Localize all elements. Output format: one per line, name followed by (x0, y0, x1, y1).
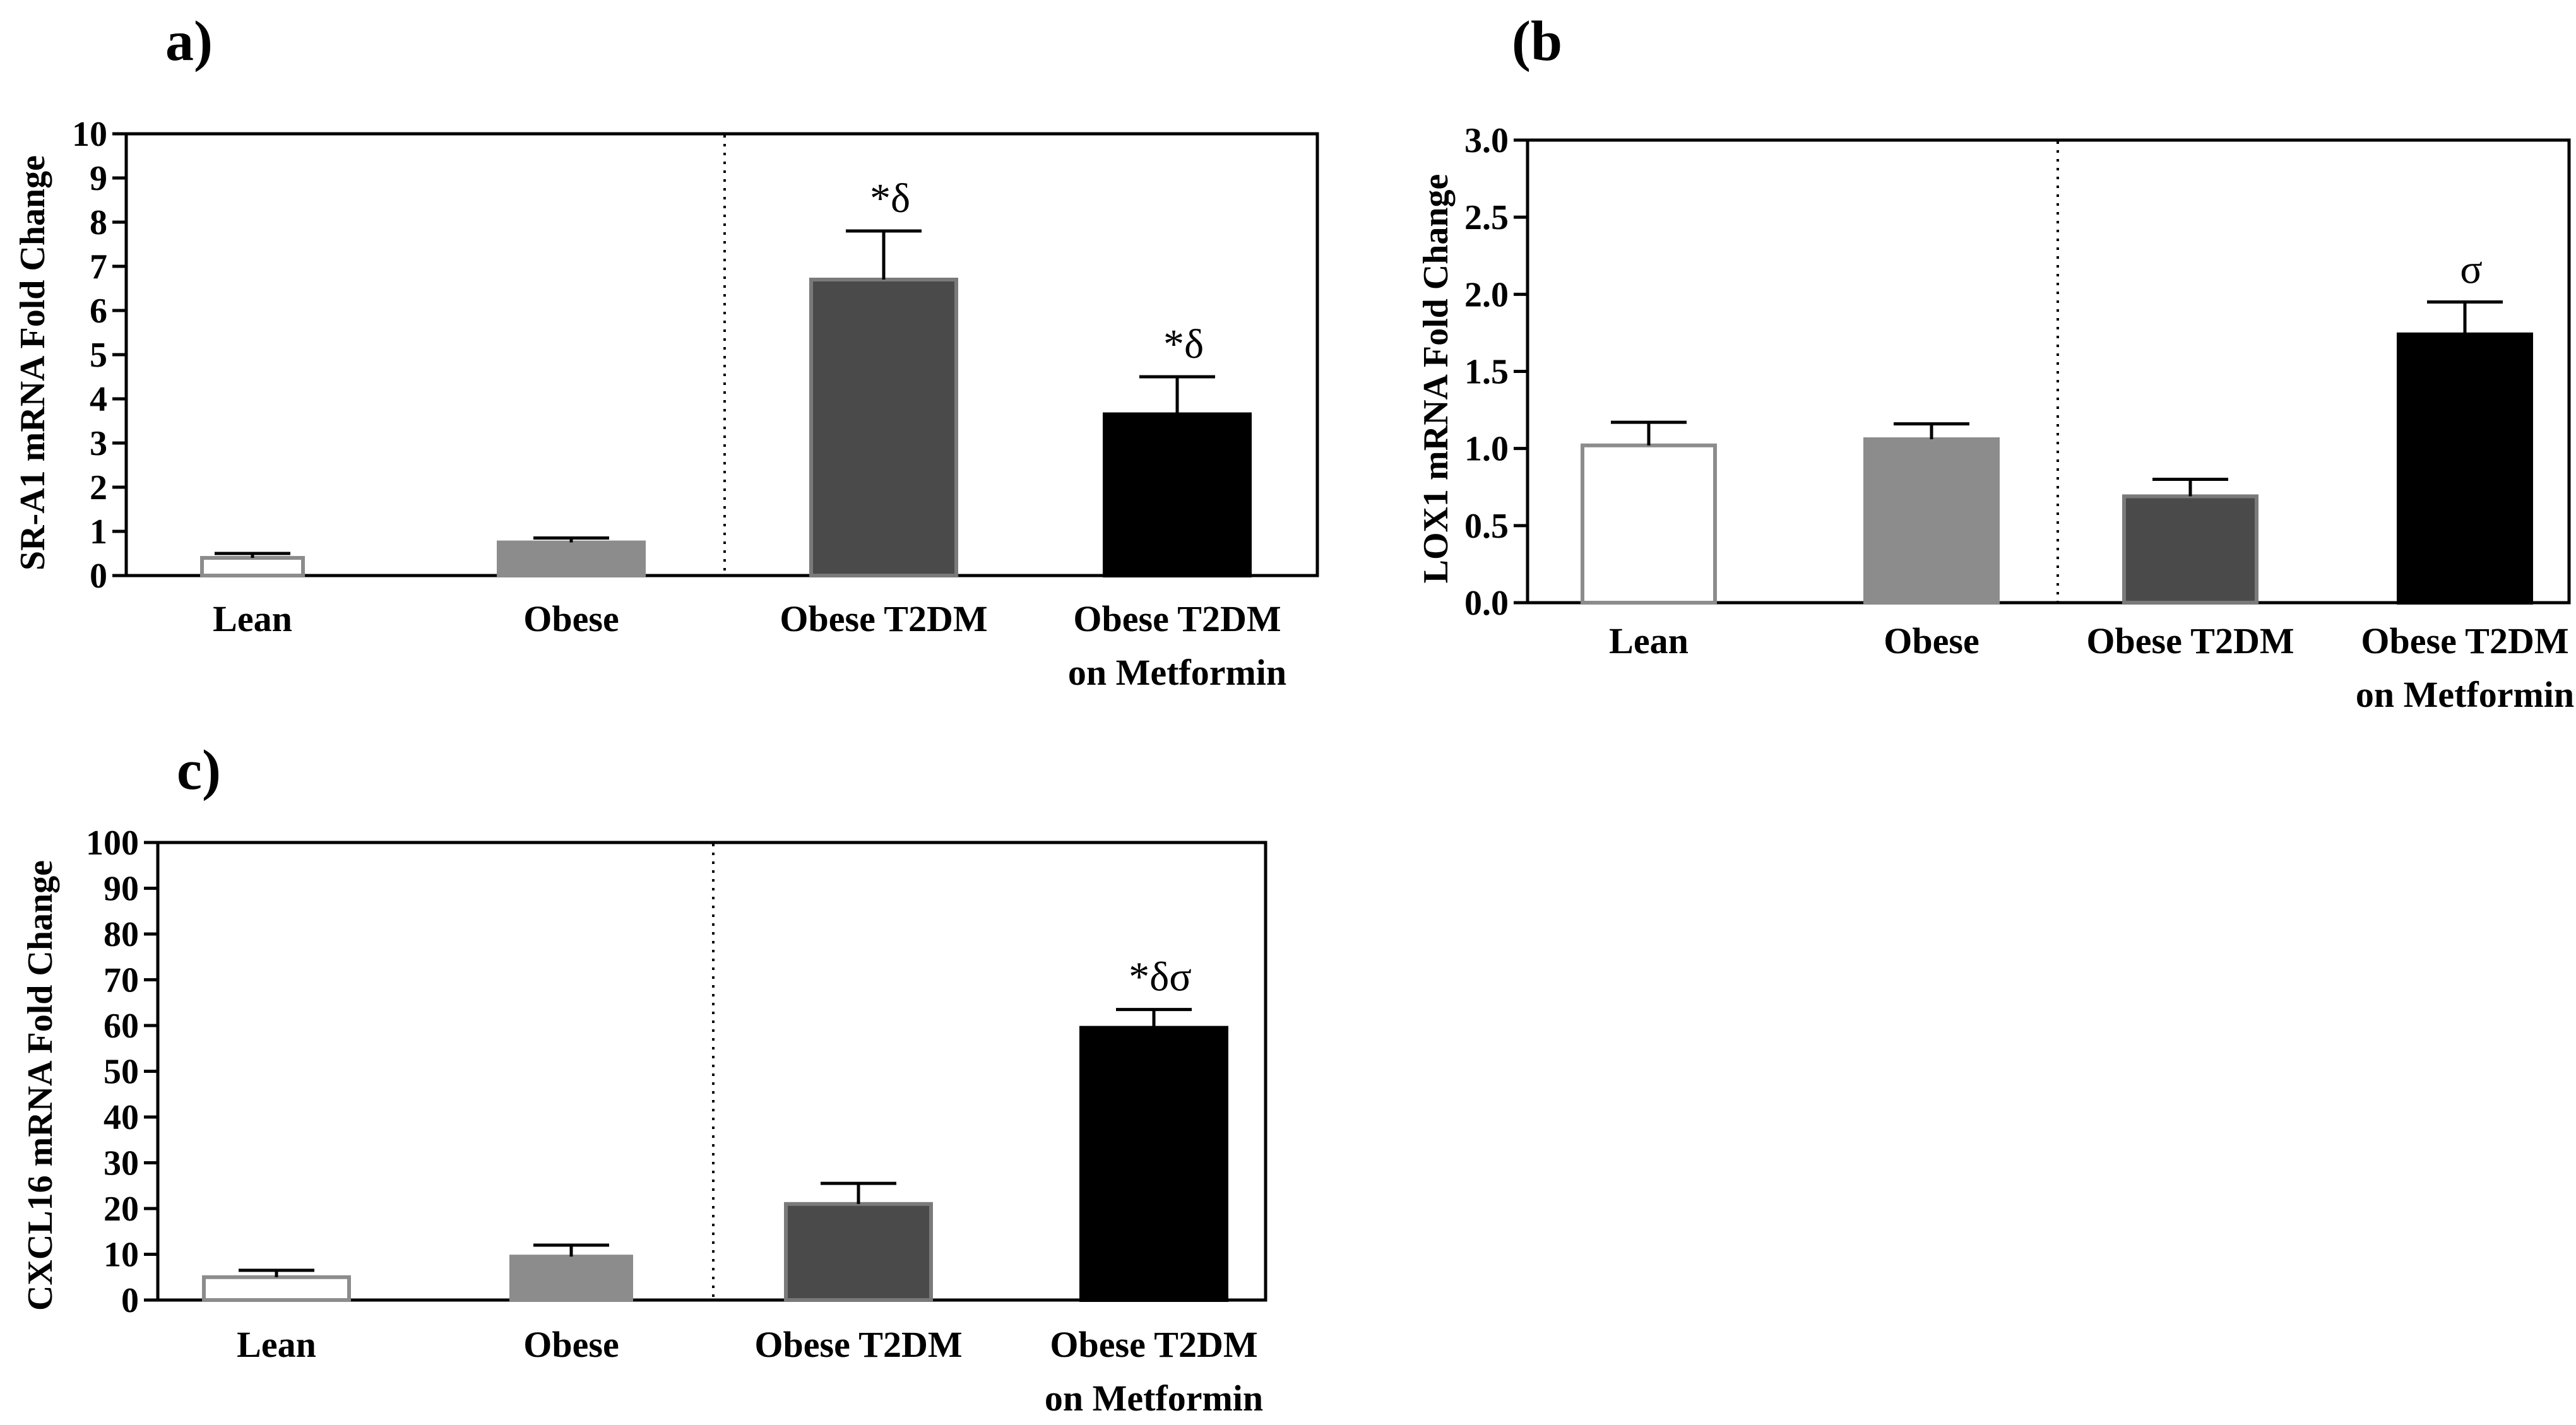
y-tick-label: 70 (104, 961, 139, 1000)
bar-0 (202, 1275, 351, 1302)
y-tick-label: 7 (90, 247, 107, 287)
category-label-line: Obese T2DM (2361, 620, 2568, 661)
category-label: Lean (213, 598, 292, 639)
category-label-line: Lean (237, 1324, 316, 1365)
category-label-line: Obese (523, 598, 619, 639)
significance-label: *δσ (1129, 954, 1192, 1000)
significance-label: σ (2460, 247, 2483, 293)
category-label-line: Obese T2DM (780, 598, 987, 639)
y-tick-label: 3 (90, 424, 107, 463)
category-label: Obese T2DM on Metformin (1068, 598, 1286, 693)
y-tick-label: 6 (90, 292, 107, 331)
y-axis-label: CXCL16 mRNA Fold Change (21, 860, 60, 1311)
y-tick-label: 8 (90, 203, 107, 242)
category-label-line: Lean (213, 598, 292, 639)
category-label: Obese (523, 1324, 619, 1365)
y-axis-label: SR-A1 mRNA Fold Change (13, 155, 52, 571)
category-label-line: Obese (523, 1324, 619, 1365)
category-label-line: Obese T2DM (754, 1324, 962, 1365)
category-label: Obese T2DM on Metformin (2356, 620, 2574, 715)
y-tick-label: 10 (72, 115, 107, 154)
category-label-line: Lean (1609, 620, 1689, 661)
bar-2 (809, 278, 958, 577)
bar-3 (1103, 412, 1252, 577)
bar-1 (509, 1255, 633, 1302)
category-label: Obese T2DM on Metformin (1045, 1324, 1263, 1419)
y-tick-label: 2.0 (1464, 275, 1509, 314)
y-tick-label: 1 (90, 512, 107, 552)
y-tick-label: 2.5 (1464, 198, 1509, 237)
y-tick-label: 4 (90, 380, 107, 419)
panel-c: c) CXCL16 mRNA Fold Change 0 10 20 30 40 50 60… (21, 739, 1267, 1419)
panel-b: (b LOX1 mRNA Fold Change 0.0 0.5 1.0 1.5 2.0… (1416, 10, 2574, 715)
panel-label: c) (177, 739, 221, 801)
bar-1 (1863, 437, 2000, 605)
category-label-line: Obese T2DM (1073, 598, 1281, 639)
y-axis-label: LOX1 mRNA Fold Change (1416, 174, 1456, 584)
panel-a: a) SR-A1 mRNA Fold Change 0 1 2 3 4 5 6 7 8 9 10 Le… (13, 10, 1319, 693)
category-label-line: on Metformin (1068, 652, 1286, 693)
y-tick-label: 60 (104, 1007, 139, 1046)
y-tick-label: 1.0 (1464, 430, 1509, 469)
y-tick-label: 30 (104, 1144, 139, 1183)
category-label: Lean (237, 1324, 316, 1365)
bar-3 (1079, 1026, 1228, 1302)
category-label: Lean (1609, 620, 1689, 661)
y-tick-label: 50 (104, 1053, 139, 1092)
bar-3 (2397, 332, 2533, 605)
y-tick-label: 100 (86, 824, 139, 863)
y-tick-label: 40 (104, 1098, 139, 1137)
y-tick-label: 5 (90, 336, 107, 375)
plot-area: 0.0 0.5 1.0 1.5 2.0 2.5 3.0 Lean Obese Obese T2DM… (1464, 121, 2574, 715)
bar-1 (497, 540, 646, 577)
category-label: Obese T2DM (780, 598, 987, 639)
y-tick-label: 9 (90, 159, 107, 198)
panel-label: (b (1512, 10, 1562, 73)
category-label-line: on Metformin (1045, 1378, 1263, 1419)
y-tick-label: 90 (104, 870, 139, 909)
y-tick-label: 0 (121, 1281, 139, 1320)
category-label: Obese (1884, 620, 1979, 661)
y-tick-label: 0.5 (1464, 507, 1509, 546)
category-label-line: on Metformin (2356, 674, 2574, 715)
plot-area: 0 10 20 30 40 50 60 70 80 90 100 Lean Obese Obese T2D… (86, 824, 1267, 1419)
plot-area: 0 1 2 3 4 5 6 7 8 9 10 Lean Obese *δ Obese T2DM *δ Obese… (72, 115, 1319, 693)
y-tick-label: 0.0 (1464, 584, 1509, 623)
bar-2 (2122, 494, 2258, 605)
y-tick-label: 1.5 (1464, 353, 1509, 392)
bar-0 (1581, 443, 1717, 605)
category-label-line: Obese (1884, 620, 1979, 661)
category-label: Obese T2DM (2086, 620, 2294, 661)
y-tick-label: 10 (104, 1236, 139, 1275)
bar-0 (200, 556, 305, 577)
category-label-line: Obese T2DM (2086, 620, 2294, 661)
significance-label: *δ (870, 175, 910, 222)
y-tick-label: 2 (90, 468, 107, 507)
y-tick-label: 80 (104, 915, 139, 954)
panel-label: a) (165, 10, 213, 73)
y-tick-label: 20 (104, 1190, 139, 1229)
category-label: Obese (523, 598, 619, 639)
y-tick-label: 3.0 (1464, 121, 1509, 160)
category-label-line: Obese T2DM (1050, 1324, 1257, 1365)
significance-label: *δ (1163, 321, 1204, 367)
category-label: Obese T2DM (754, 1324, 962, 1365)
y-tick-label: 0 (90, 557, 107, 596)
bar-2 (784, 1202, 933, 1302)
